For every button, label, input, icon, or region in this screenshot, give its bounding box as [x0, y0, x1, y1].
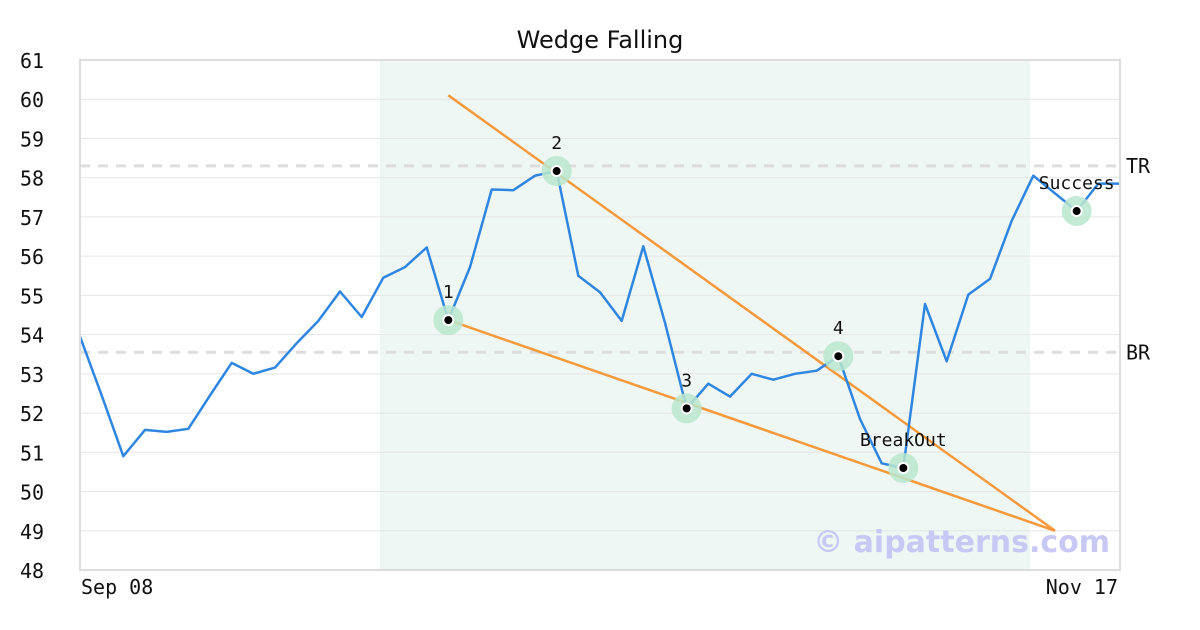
pattern-point-label: 3: [681, 370, 692, 391]
background-layer: [380, 60, 1031, 570]
pattern-point: [682, 404, 691, 413]
y-tick-label: 59: [20, 127, 44, 151]
trend-line: [447, 318, 1056, 532]
series-layer: [78, 169, 1120, 470]
highlight-region: [380, 60, 1031, 570]
y-tick-label: 53: [20, 363, 44, 387]
axes-layer: 48 49 50 51 52 53 54 55 56 57 58 59 60 61 Sep 08 Nov 17: [20, 49, 1121, 599]
y-tick-label: 48: [20, 559, 44, 583]
pattern-point: [899, 464, 908, 472]
x-tick-label: Sep 08: [81, 575, 153, 599]
y-tick-label: 55: [20, 284, 44, 308]
y-tick-label: 58: [20, 167, 44, 191]
pattern-point-label: 4: [833, 318, 844, 339]
y-tick-label: 52: [20, 402, 44, 426]
pattern-point-label: 2: [551, 133, 562, 154]
x-tick-label: Nov 17: [1046, 575, 1118, 599]
y-tick-label: 51: [20, 441, 44, 465]
watermark-text: © aipatterns.com: [813, 525, 1110, 560]
y-tick-label: 60: [20, 88, 44, 112]
chart-title: Wedge Falling: [517, 26, 684, 54]
plot-frame: [79, 59, 1121, 571]
y-tick-label: 54: [20, 324, 44, 348]
pattern-point-label: BreakOut: [860, 430, 947, 451]
y-tick-label: 57: [20, 206, 44, 230]
markers-layer: 1 2 3 4 BreakOut Success: [433, 133, 1115, 483]
pattern-point: [834, 352, 843, 361]
reference-line-label: BR: [1126, 340, 1151, 364]
y-tick-label: 56: [20, 245, 44, 269]
price-line: [78, 169, 1120, 470]
pattern-point: [444, 316, 453, 325]
y-tick-label: 61: [20, 49, 44, 73]
pattern-point-label: Success: [1039, 173, 1115, 194]
reference-line-label: TR: [1126, 154, 1151, 178]
y-tick-label: 49: [20, 520, 44, 544]
y-tick-label: 50: [20, 481, 44, 505]
pattern-point: [1072, 207, 1081, 216]
pattern-point: [552, 167, 561, 176]
pattern-point-label: 1: [443, 282, 454, 303]
